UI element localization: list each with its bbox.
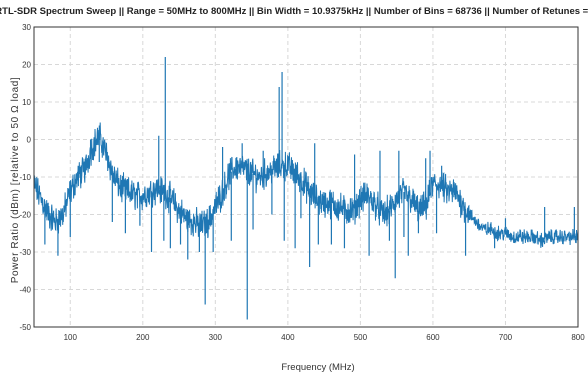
y-tick-label: -40 (19, 286, 31, 295)
x-axis-ticks: 100 200 300 400 500 600 700 800 (64, 333, 586, 342)
y-tick-label: -10 (19, 173, 31, 182)
y-tick-label: -30 (19, 248, 31, 257)
plot-frame (33, 26, 579, 328)
y-tick-label: 0 (27, 136, 32, 145)
chart-title: RTL-SDR Spectrum Sweep || Range = 50MHz … (0, 6, 588, 17)
y-tick-label: 20 (22, 61, 31, 70)
spectrum-series-line (33, 122, 579, 248)
x-tick-label: 700 (499, 333, 513, 342)
x-tick-label: 400 (281, 333, 295, 342)
x-tick-label: 200 (136, 333, 150, 342)
y-tick-label: 10 (22, 98, 31, 107)
x-tick-label: 100 (64, 333, 78, 342)
y-axis-label: Power Ratio (dBm) [relative to 50 Ω load… (10, 77, 21, 284)
x-tick-label: 800 (571, 333, 585, 342)
x-axis-label: Frequency (MHz) (281, 362, 354, 373)
plot-area (33, 57, 579, 320)
y-tick-label: -20 (19, 211, 31, 220)
y-tick-label: -50 (19, 323, 31, 332)
x-tick-label: 500 (354, 333, 368, 342)
x-tick-label: 600 (426, 333, 440, 342)
x-tick-label: 300 (209, 333, 223, 342)
y-axis-ticks: -50 -40 -30 -20 -10 0 10 20 30 (19, 23, 31, 332)
y-tick-label: 30 (22, 23, 31, 32)
grid-lines (34, 27, 578, 327)
